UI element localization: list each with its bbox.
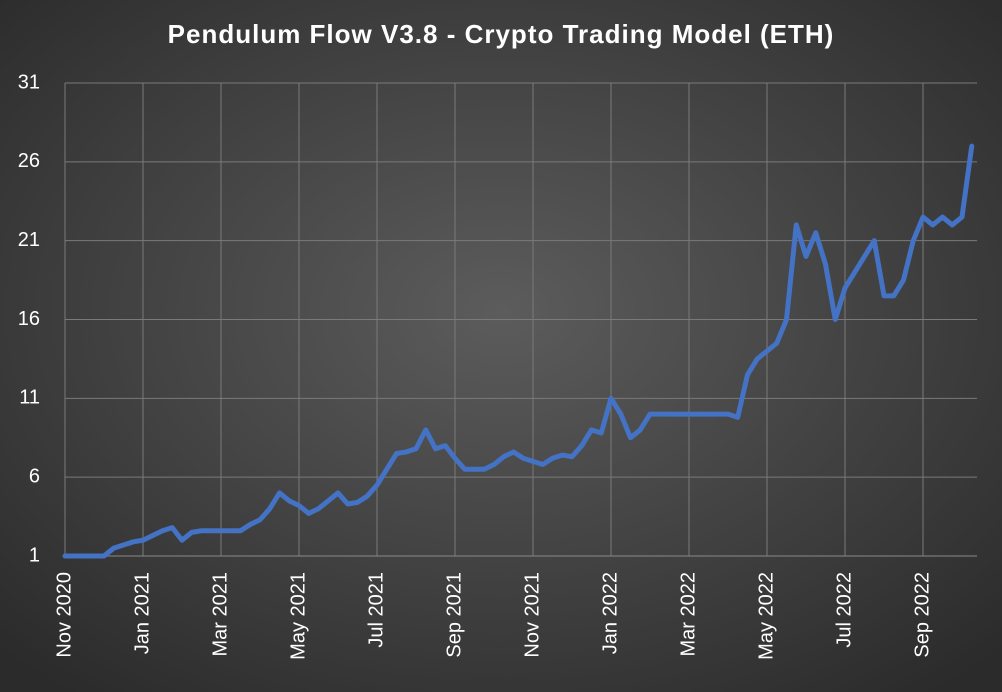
y-tick-label: 11 [19, 387, 40, 409]
x-tick-label: May 2022 [755, 572, 777, 660]
x-tick-label: Jul 2021 [365, 572, 387, 648]
x-tick-label: Mar 2021 [209, 572, 231, 657]
x-tick-label: Sep 2021 [443, 572, 465, 658]
x-tick-label: May 2021 [287, 572, 309, 660]
x-tick-label: Nov 2020 [53, 572, 75, 658]
x-tick-label: Sep 2022 [911, 572, 933, 658]
y-tick-label: 6 [29, 465, 40, 487]
line-series [62, 143, 975, 559]
chart-title: Pendulum Flow V3.8 - Crypto Trading Mode… [168, 19, 835, 49]
x-tick-label: Mar 2022 [677, 572, 699, 657]
x-tick-label: Jan 2021 [131, 572, 153, 654]
x-tick-label: Jan 2022 [599, 572, 621, 654]
y-tick-label: 1 [29, 544, 40, 566]
y-tick-label: 16 [18, 308, 40, 330]
x-tick-label: Jul 2022 [833, 572, 855, 648]
y-tick-label: 21 [18, 229, 40, 251]
y-tick-label: 26 [18, 150, 40, 172]
y-tick-label: 31 [18, 71, 40, 93]
x-tick-label: Nov 2021 [521, 572, 543, 658]
